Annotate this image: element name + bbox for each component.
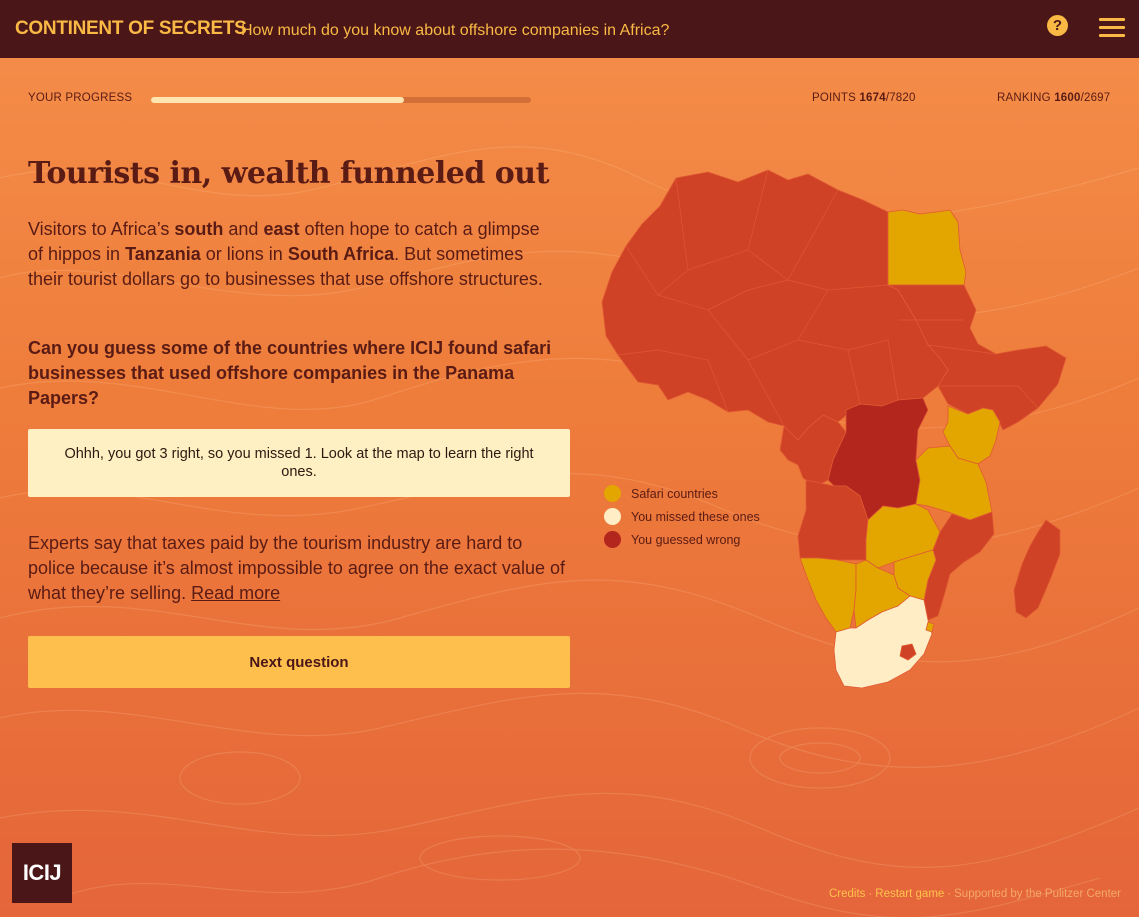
- country-north-africa[interactable]: [601, 169, 949, 441]
- explanation-paragraph: Experts say that taxes paid by the touri…: [28, 533, 565, 603]
- country-east-horn[interactable]: [887, 284, 1067, 431]
- points-label: POINTS: [812, 92, 857, 104]
- page-title: Tourists in, wealth funneled out: [28, 156, 549, 191]
- ranking-total: /2697: [1080, 92, 1111, 104]
- country-egypt[interactable]: [887, 209, 967, 286]
- quiz-question: Can you guess some of the countries wher…: [28, 338, 552, 408]
- africa-map[interactable]: [598, 160, 1078, 700]
- points-display: POINTS 1674/7820: [812, 92, 916, 104]
- answer-feedback-box: Ohhh, you got 3 right, so you missed 1. …: [28, 429, 570, 497]
- points-total: /7820: [885, 92, 916, 104]
- legend-dot-safari: [604, 485, 621, 502]
- legend-item: You guessed wrong: [604, 528, 760, 551]
- icij-logo[interactable]: ICIJ: [12, 843, 72, 903]
- ranking-label: RANKING: [997, 92, 1051, 104]
- feedback-text: Ohhh, you got 3 right, so you missed 1. …: [64, 446, 534, 480]
- intro-paragraph: Visitors to Africa’s south and east ofte…: [28, 219, 543, 289]
- points-value: 1674: [859, 92, 886, 104]
- legend-dot-wrong: [604, 531, 621, 548]
- country-madagascar[interactable]: [1013, 519, 1061, 619]
- country-kenya[interactable]: [942, 405, 1001, 465]
- legend-dot-missed: [604, 508, 621, 525]
- ranking-display: RANKING 1600/2697: [997, 92, 1110, 104]
- footer-links: Credits · Restart game · Supported by the Pu…: [828, 888, 1121, 900]
- hamburger-menu-icon[interactable]: [1099, 18, 1125, 38]
- tagline: How much do you know about offshore comp…: [241, 22, 670, 39]
- question-circle-icon[interactable]: ?: [1047, 15, 1068, 36]
- ranking-value: 1600: [1054, 92, 1081, 104]
- legend-item: Safari countries: [604, 482, 760, 505]
- brand-title[interactable]: CONTINENT OF SECRETS: [15, 18, 247, 39]
- country-swaziland[interactable]: [925, 621, 935, 633]
- legend-item: You missed these ones: [604, 505, 760, 528]
- top-bar: CONTINENT OF SECRETS How much do you kno…: [0, 0, 1139, 58]
- read-more-link[interactable]: Read more: [191, 583, 281, 603]
- pulitzer-support-text: Supported by the Pulitzer Center: [954, 888, 1121, 900]
- map-legend: Safari countries You missed these ones Y…: [604, 482, 760, 551]
- country-lesotho[interactable]: [899, 643, 917, 661]
- restart-game-link[interactable]: Restart game: [875, 888, 945, 900]
- next-question-button[interactable]: Next question: [28, 636, 570, 688]
- progress-bar: [151, 97, 531, 103]
- country-namibia[interactable]: [799, 557, 857, 633]
- progress-bar-fill: [151, 97, 404, 103]
- progress-label: YOUR PROGRESS: [28, 92, 133, 104]
- credits-link[interactable]: Credits: [828, 888, 866, 900]
